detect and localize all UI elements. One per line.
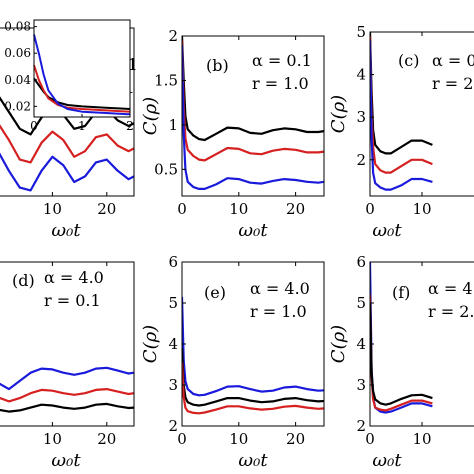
axes-frame — [0, 261, 135, 427]
y-tick-label: 3 — [168, 376, 178, 394]
param-alpha: α = 4.0 — [44, 268, 104, 287]
series-line — [182, 40, 324, 162]
panel-e: 0 10 20 2 3 4 5 6 ω₀t C(ρ) (e) α = 4.0 r = 1.0 — [140, 253, 325, 471]
inset-x-tick-label: 2 — [126, 119, 134, 133]
y-tick-label: 4 — [168, 335, 178, 353]
y-tick-label: 5 — [356, 294, 366, 312]
x-tick-label: 10 — [43, 200, 62, 218]
panel-tag: (e) — [204, 283, 226, 302]
y-tick-label: 1 — [168, 116, 178, 134]
inset-series-line — [33, 64, 131, 113]
inset-x-tick-label: 1 — [78, 119, 86, 133]
y-tick-label: 5 — [168, 294, 178, 312]
param-r: r = 1.0 — [252, 74, 309, 93]
x-tick-label: 10 — [43, 430, 62, 448]
x-tick-label: 20 — [97, 200, 116, 218]
panel-f: 0 10 2 3 4 5 6 ω₀t C(ρ) (f) α = 4.0 r = 2.0 — [328, 253, 474, 471]
series-line — [0, 402, 134, 413]
y-tick-label: 2 — [168, 417, 178, 435]
panel-d: 10 20 ω₀t (d) α = 4.0 r = 0.1 — [0, 261, 135, 471]
series-line — [182, 362, 324, 415]
y-tick-label: 0.5 — [154, 160, 178, 178]
series-line — [370, 294, 433, 412]
series-line — [182, 36, 324, 142]
x-axis-label: ω₀t — [51, 450, 81, 471]
x-tick-label: 10 — [412, 200, 431, 218]
x-tick-label: 0 — [365, 200, 375, 218]
param-alpha: α = 4.0 — [250, 279, 310, 298]
x-tick-label: 10 — [229, 430, 248, 448]
series-line — [182, 296, 324, 397]
panel-tag: (c) — [398, 51, 419, 70]
series-line — [0, 152, 134, 192]
panel-b: 0 10 20 0.5 1 1.5 2 ω₀t C(ρ) (b) α = 0.1 r = 1.0 — [140, 27, 325, 241]
series-line — [370, 40, 433, 191]
x-axis-label: ω₀t — [372, 450, 402, 471]
param-r: r = 0.1 — [44, 291, 101, 310]
inset-y-tick-label: 0.08 — [4, 20, 31, 34]
inset-x-tick-label: 0 — [30, 119, 38, 133]
y-tick-label: 5 — [356, 23, 366, 41]
series-line — [370, 302, 433, 406]
param-r: r = 2.0 — [432, 74, 474, 93]
series-line — [0, 366, 134, 391]
y-tick-label: 2 — [168, 27, 178, 45]
x-axis-label: ω₀t — [372, 220, 402, 241]
param-r: r = 1.0 — [250, 302, 307, 321]
y-axis-label: C(ρ) — [328, 95, 349, 133]
series-line — [0, 388, 134, 403]
panel-tag: (f) — [392, 283, 410, 302]
inset-frame — [33, 19, 131, 118]
y-axis-label: C(ρ) — [328, 325, 349, 363]
y-axis-label: C(ρ) — [140, 325, 161, 363]
inset-y-tick-label: 0.06 — [4, 46, 31, 60]
y-tick-label: 3 — [356, 376, 366, 394]
x-tick-label: 0 — [365, 430, 375, 448]
y-tick-label: 2 — [356, 417, 366, 435]
y-tick-label: 6 — [356, 253, 366, 271]
param-alpha: α = 4.0 — [428, 279, 474, 298]
y-tick-label: 6 — [168, 253, 178, 271]
inset-series-line — [33, 34, 131, 116]
x-tick-label: 20 — [286, 430, 305, 448]
y-tick-label: 2 — [356, 151, 366, 169]
series-line — [182, 44, 324, 190]
y-tick-label: 3 — [356, 108, 366, 126]
x-axis-label: ω₀t — [51, 220, 81, 241]
x-tick-label: 0 — [177, 200, 187, 218]
x-tick-label: 0 — [177, 430, 187, 448]
param-r: r = 2.0 — [428, 302, 474, 321]
param-alpha: α = 0.1 — [252, 51, 312, 70]
y-tick-label: 1.5 — [154, 71, 178, 89]
inset-y-tick-label: 0.02 — [4, 99, 31, 113]
y-tick-label: 4 — [356, 66, 366, 84]
y-axis-label: C(ρ) — [140, 97, 161, 135]
x-axis-label: ω₀t — [238, 220, 268, 241]
series-line — [0, 124, 134, 164]
series-line — [182, 348, 324, 407]
inset-plot: 0 1 2 0.08 0.06 0.04 0.02 — [4, 19, 134, 133]
y-tick-label: 4 — [356, 335, 366, 353]
inset-y-tick-label: 0.04 — [4, 73, 31, 87]
axes-frame — [369, 31, 474, 197]
axes-frame — [181, 35, 325, 197]
panel-tag: (b) — [206, 56, 229, 75]
x-axis-label: ω₀t — [238, 450, 268, 471]
x-tick-label: 10 — [229, 200, 248, 218]
x-tick-label: 10 — [412, 430, 431, 448]
panel-tag: (d) — [12, 271, 35, 290]
x-tick-label: 20 — [97, 430, 116, 448]
series-line — [0, 96, 134, 136]
param-alpha: α = 0 — [432, 51, 474, 70]
x-tick-label: 20 — [286, 200, 305, 218]
panel-c: 0 10 2 3 4 5 ω₀t C(ρ) (c) α = 0 r = 2.0 — [328, 23, 474, 241]
